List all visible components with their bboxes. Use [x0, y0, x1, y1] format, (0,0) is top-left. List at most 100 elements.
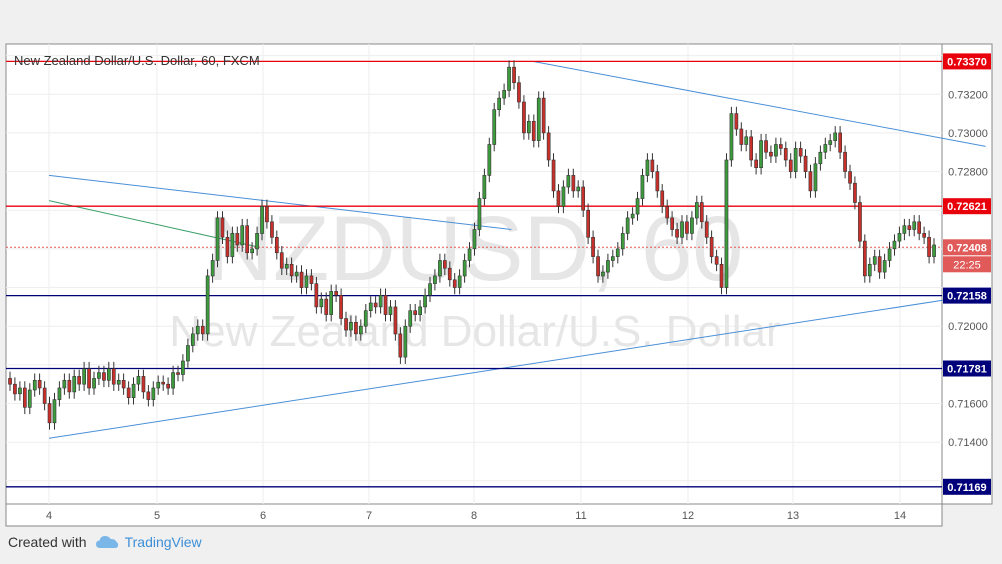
- candle-down: [546, 132, 551, 161]
- candle-down: [111, 368, 116, 385]
- candle-down: [225, 237, 230, 257]
- candle-down: [166, 383, 171, 389]
- candle-up: [606, 260, 610, 273]
- candle-down: [22, 387, 27, 408]
- x-tick-label: 13: [787, 510, 799, 522]
- candle-down: [37, 379, 42, 389]
- candle-down: [655, 171, 660, 192]
- candle-down: [200, 325, 205, 335]
- candles: [8, 60, 936, 430]
- x-tick-label: 11: [575, 510, 586, 522]
- candle-up: [887, 248, 892, 261]
- candle-down: [591, 237, 595, 257]
- tradingview-cloud-icon: [95, 536, 118, 548]
- candle-down: [452, 279, 457, 288]
- candle-down: [289, 263, 294, 277]
- candle-down: [877, 256, 882, 273]
- candle-down: [102, 372, 106, 381]
- candle-down: [299, 271, 304, 288]
- candle-up: [620, 233, 625, 250]
- candle-down: [245, 225, 250, 254]
- countdown-box: [943, 256, 991, 273]
- candle-up: [423, 294, 427, 308]
- y-tick-label: 0.73000: [948, 128, 988, 140]
- candle-down: [442, 260, 447, 269]
- candle-down: [704, 221, 709, 238]
- y-tick-label: 0.71400: [948, 437, 988, 449]
- tradingview-link[interactable]: TradingView: [124, 534, 202, 550]
- candle-up: [536, 97, 541, 141]
- candle-down: [709, 237, 714, 257]
- candle-down: [334, 291, 339, 296]
- price-label-text: 0.71781: [947, 364, 987, 376]
- chart-title: New Zealand Dollar/U.S. Dollar, 60, FXCM: [14, 53, 260, 68]
- candle-down: [581, 186, 585, 211]
- candle-up: [294, 271, 299, 277]
- candle-up: [156, 381, 161, 389]
- candle-up: [932, 244, 936, 257]
- candle-down: [769, 151, 773, 157]
- candle-down: [922, 233, 926, 238]
- candle-up: [260, 206, 264, 234]
- candle-up: [428, 283, 432, 296]
- candle-up: [645, 159, 650, 176]
- candle-up: [477, 198, 482, 230]
- candle-up: [116, 379, 121, 385]
- candle-up: [205, 275, 210, 335]
- candle-up: [457, 275, 462, 288]
- candle-down: [596, 256, 600, 277]
- y-axis-ticks: 0.73200 0.73000 0.72800 0.72000 0.71600 0.714…: [948, 89, 988, 449]
- candle-down: [398, 333, 403, 358]
- candle-up: [774, 144, 778, 157]
- candle-up: [240, 225, 245, 246]
- candle-down: [650, 159, 655, 172]
- x-tick-label: 7: [366, 510, 372, 522]
- trendline: [48, 174, 512, 230]
- candle-up: [181, 360, 185, 375]
- candle-down: [393, 306, 398, 335]
- candle-up: [72, 376, 77, 393]
- x-tick-label: 6: [260, 510, 266, 522]
- candle-up: [833, 132, 837, 141]
- candle-up: [912, 221, 917, 230]
- candle-up: [186, 345, 190, 362]
- candle-down: [279, 252, 284, 269]
- candle-up: [403, 325, 408, 358]
- candle-down: [270, 221, 274, 238]
- candle-down: [541, 97, 546, 134]
- candle-up: [408, 310, 413, 327]
- candle-down: [783, 148, 788, 161]
- candle-up: [92, 378, 96, 389]
- candle-down: [571, 175, 576, 192]
- price-label-text: 0.72408: [947, 242, 987, 254]
- candle-up: [472, 229, 477, 250]
- candle-up: [97, 372, 101, 379]
- x-tick-label: 4: [46, 510, 52, 522]
- candle-up: [215, 217, 220, 261]
- candle-down: [413, 310, 418, 315]
- candle-up: [62, 379, 67, 389]
- x-tick-label: 5: [154, 510, 160, 522]
- candle-up: [872, 256, 877, 265]
- candle-up: [561, 186, 566, 207]
- candle-up: [18, 387, 22, 395]
- candle-down: [339, 294, 343, 319]
- candle-down: [670, 217, 674, 230]
- watermark-name: New Zealand Dollar/U.S. Dollar: [169, 307, 780, 356]
- candle-up: [566, 175, 571, 188]
- price-label-box: [943, 360, 991, 377]
- candle-up: [694, 202, 699, 219]
- candle-up: [610, 256, 615, 261]
- candle-up: [329, 291, 334, 315]
- candle-down: [788, 159, 793, 172]
- candle-down: [675, 229, 679, 238]
- grid: [6, 44, 942, 504]
- y-tick-label: 0.73200: [948, 89, 988, 101]
- candle-down: [67, 379, 72, 393]
- candle-up: [724, 159, 729, 288]
- candle-down: [699, 202, 704, 223]
- candle-down: [87, 368, 91, 389]
- candle-down: [556, 190, 561, 207]
